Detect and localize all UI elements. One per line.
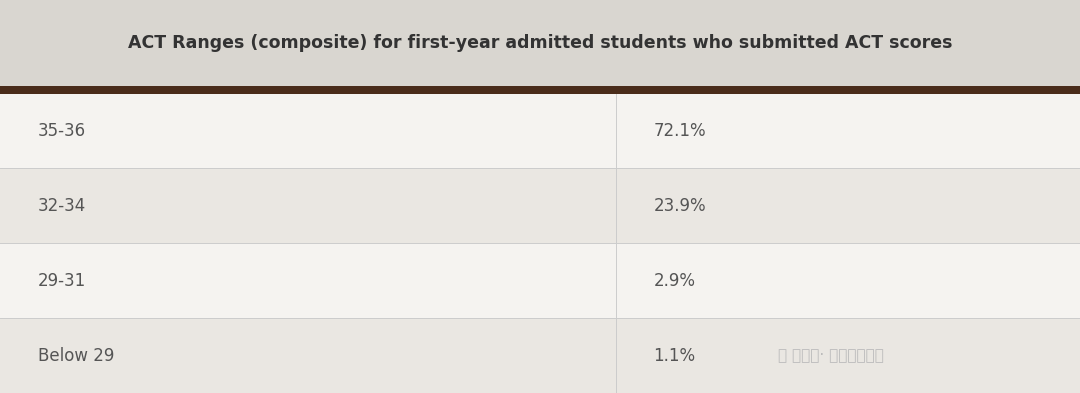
Text: Below 29: Below 29 bbox=[38, 347, 114, 365]
Bar bbox=[616, 94, 1080, 168]
Text: 1.1%: 1.1% bbox=[653, 347, 696, 365]
Text: 35-36: 35-36 bbox=[38, 122, 86, 140]
Text: 23.9%: 23.9% bbox=[653, 197, 706, 215]
Bar bbox=[0, 318, 616, 393]
Bar bbox=[0, 94, 616, 168]
Text: 72.1%: 72.1% bbox=[653, 122, 706, 140]
Text: 📰 公众号· 棒呀留学精选: 📰 公众号· 棒呀留学精选 bbox=[778, 348, 883, 363]
Bar bbox=[0, 86, 1080, 94]
Bar bbox=[616, 243, 1080, 318]
Bar bbox=[0, 0, 1080, 86]
Bar bbox=[616, 318, 1080, 393]
Text: 2.9%: 2.9% bbox=[653, 272, 696, 290]
Bar bbox=[0, 243, 616, 318]
Bar bbox=[616, 168, 1080, 243]
Bar bbox=[0, 168, 616, 243]
Text: 32-34: 32-34 bbox=[38, 197, 86, 215]
Text: 29-31: 29-31 bbox=[38, 272, 86, 290]
Text: ACT Ranges (composite) for first-year admitted students who submitted ACT scores: ACT Ranges (composite) for first-year ad… bbox=[127, 34, 953, 52]
